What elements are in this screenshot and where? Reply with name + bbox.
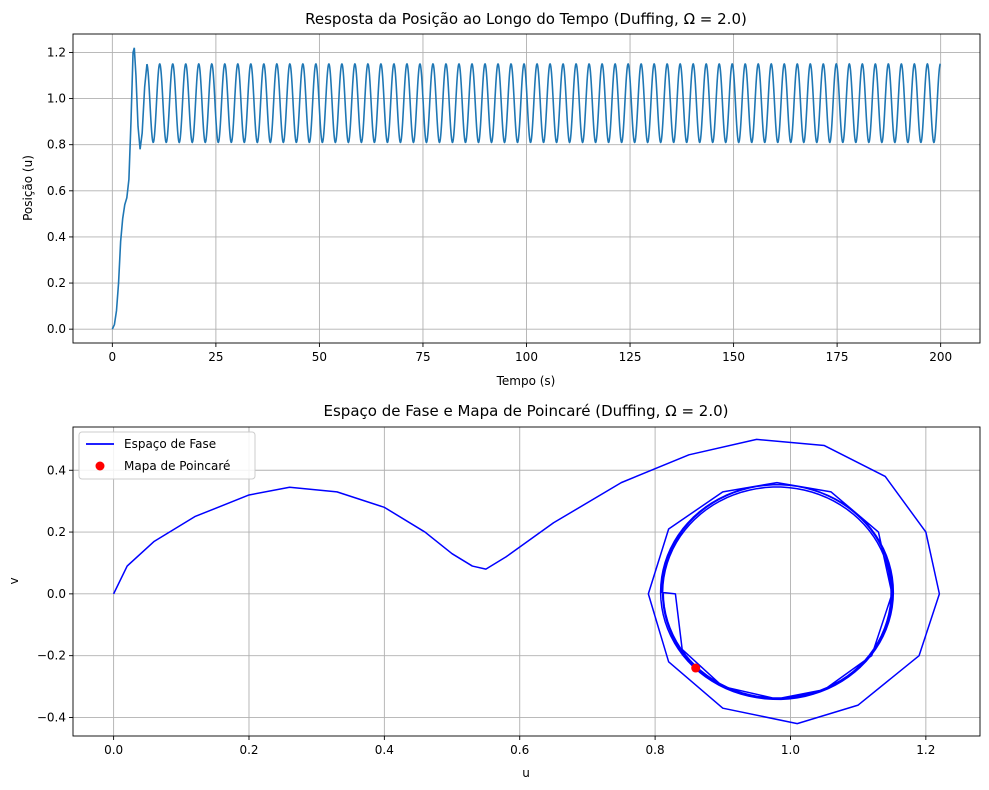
x-tick-label: 150: [722, 350, 745, 364]
x-tick-label: 25: [208, 350, 223, 364]
legend-dot-swatch: [95, 461, 105, 471]
x-tick-label: 0.4: [375, 743, 394, 757]
chart1-title: Resposta da Posição ao Longo do Tempo (D…: [305, 10, 747, 28]
chart1-y-axis-label: Posição (u): [21, 155, 35, 221]
y-tick-label: 0.0: [47, 322, 66, 336]
chart2-x-axis-label: u: [522, 766, 530, 780]
x-tick-label: 0.6: [510, 743, 529, 757]
y-tick-label: 0.4: [47, 230, 66, 244]
y-tick-label: 0.2: [47, 276, 66, 290]
y-tick-label: −0.4: [37, 710, 66, 724]
chart2-grid: [73, 427, 980, 736]
chart2-axes-frame: [72, 426, 981, 737]
x-tick-label: 125: [619, 350, 642, 364]
x-tick-label: 200: [929, 350, 952, 364]
poincare-point: [691, 663, 701, 673]
x-tick-label: 1.2: [916, 743, 935, 757]
phase-space-line: [112, 438, 941, 725]
x-tick-label: 0.0: [104, 743, 123, 757]
position-series-line: [111, 47, 941, 330]
x-tick-label: 0.2: [239, 743, 258, 757]
x-tick-label: 50: [312, 350, 327, 364]
y-tick-label: 0.4: [47, 463, 66, 477]
chart2-title: Espaço de Fase e Mapa de Poincaré (Duffi…: [324, 402, 729, 420]
chart1-y-ticks: 0.0 0.2 0.4 0.6 0.8 1.0 1.2: [47, 45, 73, 336]
chart2-y-axis-label: v: [7, 577, 21, 584]
y-tick-label: 1.0: [47, 92, 66, 106]
x-tick-label: 175: [826, 350, 849, 364]
y-tick-label: 0.2: [47, 525, 66, 539]
chart2-series: [112, 438, 941, 725]
chart2-y-ticks: −0.4 −0.2 0.0 0.2 0.4: [37, 463, 73, 724]
chart2-legend: Espaço de Fase Mapa de Poincaré: [78, 431, 256, 480]
y-tick-label: −0.2: [37, 649, 66, 663]
legend-label-poincare: Mapa de Poincaré: [124, 459, 230, 473]
chart1-x-ticks: 0 25 50 75 100 125 150 175 200: [109, 343, 952, 364]
x-tick-label: 75: [415, 350, 430, 364]
y-tick-label: 0.6: [47, 184, 66, 198]
y-tick-label: 0.0: [47, 587, 66, 601]
phase-space-chart: Espaço de Fase e Mapa de Poincaré (Duffi…: [7, 402, 981, 780]
chart1-x-axis-label: Tempo (s): [496, 374, 556, 388]
x-tick-label: 100: [515, 350, 538, 364]
chart1-series: [111, 47, 941, 330]
y-tick-label: 1.2: [47, 45, 66, 59]
chart2-x-ticks: 0.0 0.2 0.4 0.6 0.8 1.0 1.2: [104, 736, 935, 757]
legend-box: [78, 431, 256, 480]
position-time-chart: Resposta da Posição ao Longo do Tempo (D…: [21, 10, 981, 388]
x-tick-label: 0: [109, 350, 117, 364]
y-tick-label: 0.8: [47, 138, 66, 152]
legend-label-phase-space: Espaço de Fase: [124, 437, 216, 451]
x-tick-label: 0.8: [646, 743, 665, 757]
x-tick-label: 1.0: [781, 743, 800, 757]
